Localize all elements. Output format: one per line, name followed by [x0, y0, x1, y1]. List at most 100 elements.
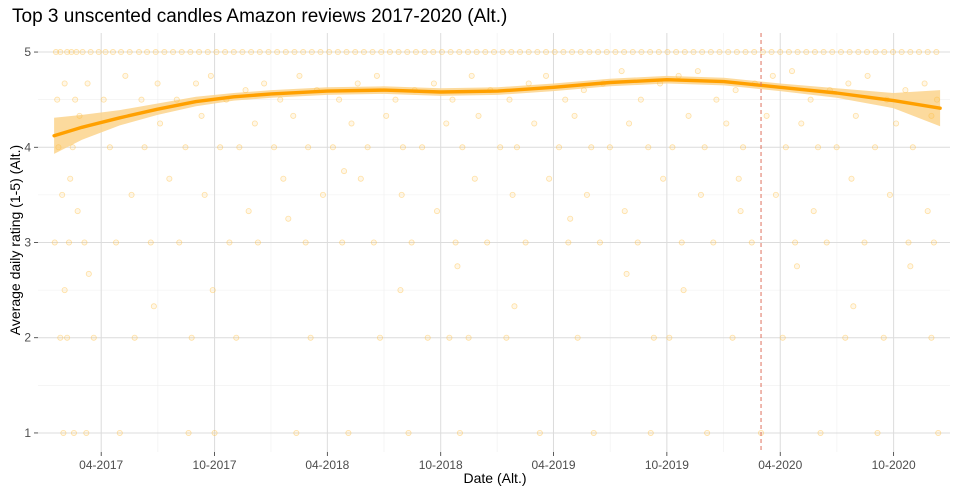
data-point [933, 96, 940, 103]
data-point [150, 303, 157, 310]
data-point [850, 303, 857, 310]
data-point [629, 49, 636, 56]
data-point [69, 144, 76, 151]
data-point [198, 112, 205, 119]
data-point [430, 49, 437, 56]
data-point [511, 303, 518, 310]
data-point [113, 239, 120, 246]
data-point [837, 49, 844, 56]
data-point [122, 72, 129, 79]
data-point [893, 120, 900, 127]
data-point [106, 144, 113, 151]
data-point [733, 49, 740, 56]
data-point [935, 429, 942, 436]
data-point [768, 49, 775, 56]
data-point [319, 191, 326, 198]
data-point [408, 239, 415, 246]
data-point [842, 334, 849, 341]
data-point [562, 96, 569, 103]
data-point [207, 72, 214, 79]
x-tick-label: 04-2018 [305, 458, 349, 472]
data-point [907, 49, 914, 56]
data-point [245, 208, 252, 215]
data-point [916, 49, 923, 56]
data-point [880, 334, 887, 341]
data-point [282, 49, 289, 56]
data-point [655, 49, 662, 56]
data-point [454, 263, 461, 270]
data-point [848, 175, 855, 182]
data-point [793, 263, 800, 270]
data-point [637, 96, 644, 103]
data-point [777, 49, 784, 56]
data-point [618, 68, 625, 75]
data-point [829, 49, 836, 56]
data-point [412, 49, 419, 56]
data-point [290, 112, 297, 119]
data-point [178, 49, 185, 56]
data-point [565, 239, 572, 246]
data-point [680, 287, 687, 294]
data-point [85, 270, 92, 277]
data-point [645, 144, 652, 151]
y-axis-title: Average daily rating (1-5) (Alt.) [7, 145, 23, 335]
data-point [933, 49, 940, 56]
data-point [647, 429, 654, 436]
data-point [51, 239, 58, 246]
data-point [725, 49, 732, 56]
data-point [664, 49, 671, 56]
data-point [305, 144, 312, 151]
data-point [173, 96, 180, 103]
data-point [251, 120, 258, 127]
data-point [468, 72, 475, 79]
data-point [459, 144, 466, 151]
data-point [697, 191, 704, 198]
data-point [57, 334, 64, 341]
data-point [336, 96, 343, 103]
data-point [772, 191, 779, 198]
data-point [188, 334, 195, 341]
data-point [852, 112, 859, 119]
data-point [398, 191, 405, 198]
data-point [543, 49, 550, 56]
data-point [473, 49, 480, 56]
data-point [742, 49, 749, 56]
x-tick-label: 10-2019 [645, 458, 689, 472]
data-point [248, 49, 255, 56]
data-point [265, 49, 272, 56]
data-point [681, 49, 688, 56]
data-point [621, 49, 628, 56]
data-point [699, 49, 706, 56]
data-point [64, 49, 71, 56]
data-point [61, 80, 68, 87]
data-point [567, 215, 574, 222]
data-point [70, 429, 77, 436]
data-point [509, 191, 516, 198]
data-point [152, 49, 159, 56]
data-point [369, 49, 376, 56]
x-tick-label: 10-2018 [419, 458, 463, 472]
data-point [433, 208, 440, 215]
data-point [482, 49, 489, 56]
data-point [239, 49, 246, 56]
data-point [905, 239, 912, 246]
data-point [126, 49, 133, 56]
data-point [810, 208, 817, 215]
data-point [863, 49, 870, 56]
data-point [157, 120, 164, 127]
data-point [285, 215, 292, 222]
data-point [61, 287, 68, 294]
data-point [930, 239, 937, 246]
data-point [83, 429, 90, 436]
data-point [577, 49, 584, 56]
data-point [779, 334, 786, 341]
data-point [596, 239, 603, 246]
data-point [357, 175, 364, 182]
data-point [187, 49, 194, 56]
chart-title: Top 3 unscented candles Amazon reviews 2… [12, 6, 507, 27]
data-point [638, 49, 645, 56]
data-point [586, 49, 593, 56]
data-point [543, 72, 550, 79]
data-point [296, 72, 303, 79]
data-point [506, 96, 513, 103]
